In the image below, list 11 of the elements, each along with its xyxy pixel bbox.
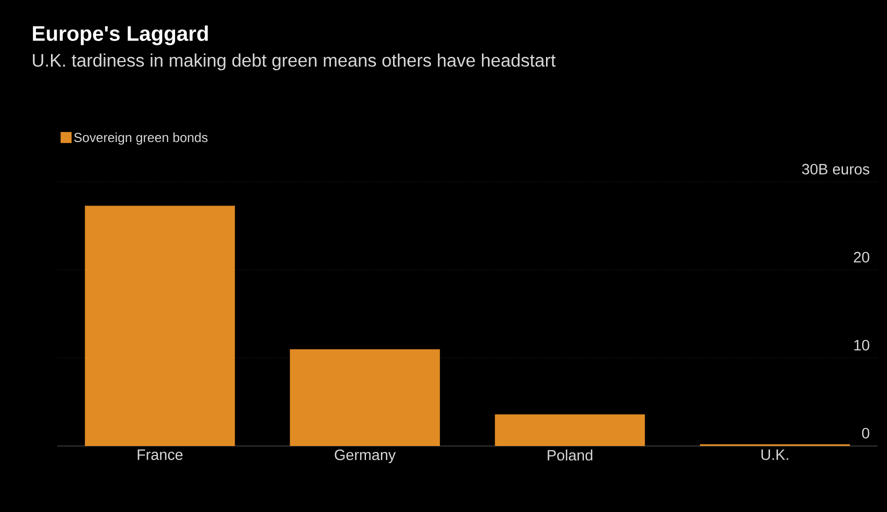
y-tick-label: 30B euros xyxy=(802,164,870,174)
chart-title: Europe's Laggard xyxy=(32,26,208,46)
y-tick-label: 0 xyxy=(862,428,870,438)
x-tick-label: Poland xyxy=(548,450,592,461)
x-tick-label: U.K. xyxy=(761,450,788,460)
legend-label: Sovereign green bonds xyxy=(74,132,208,145)
y-tick-label: 20 xyxy=(854,252,870,262)
y-tick-label: 10 xyxy=(854,340,870,350)
chart-subtitle: U.K. tardiness in making debt green means others have headstart xyxy=(32,54,556,70)
x-tick-label: France xyxy=(138,450,183,460)
x-tick-label: Germany xyxy=(334,450,396,464)
